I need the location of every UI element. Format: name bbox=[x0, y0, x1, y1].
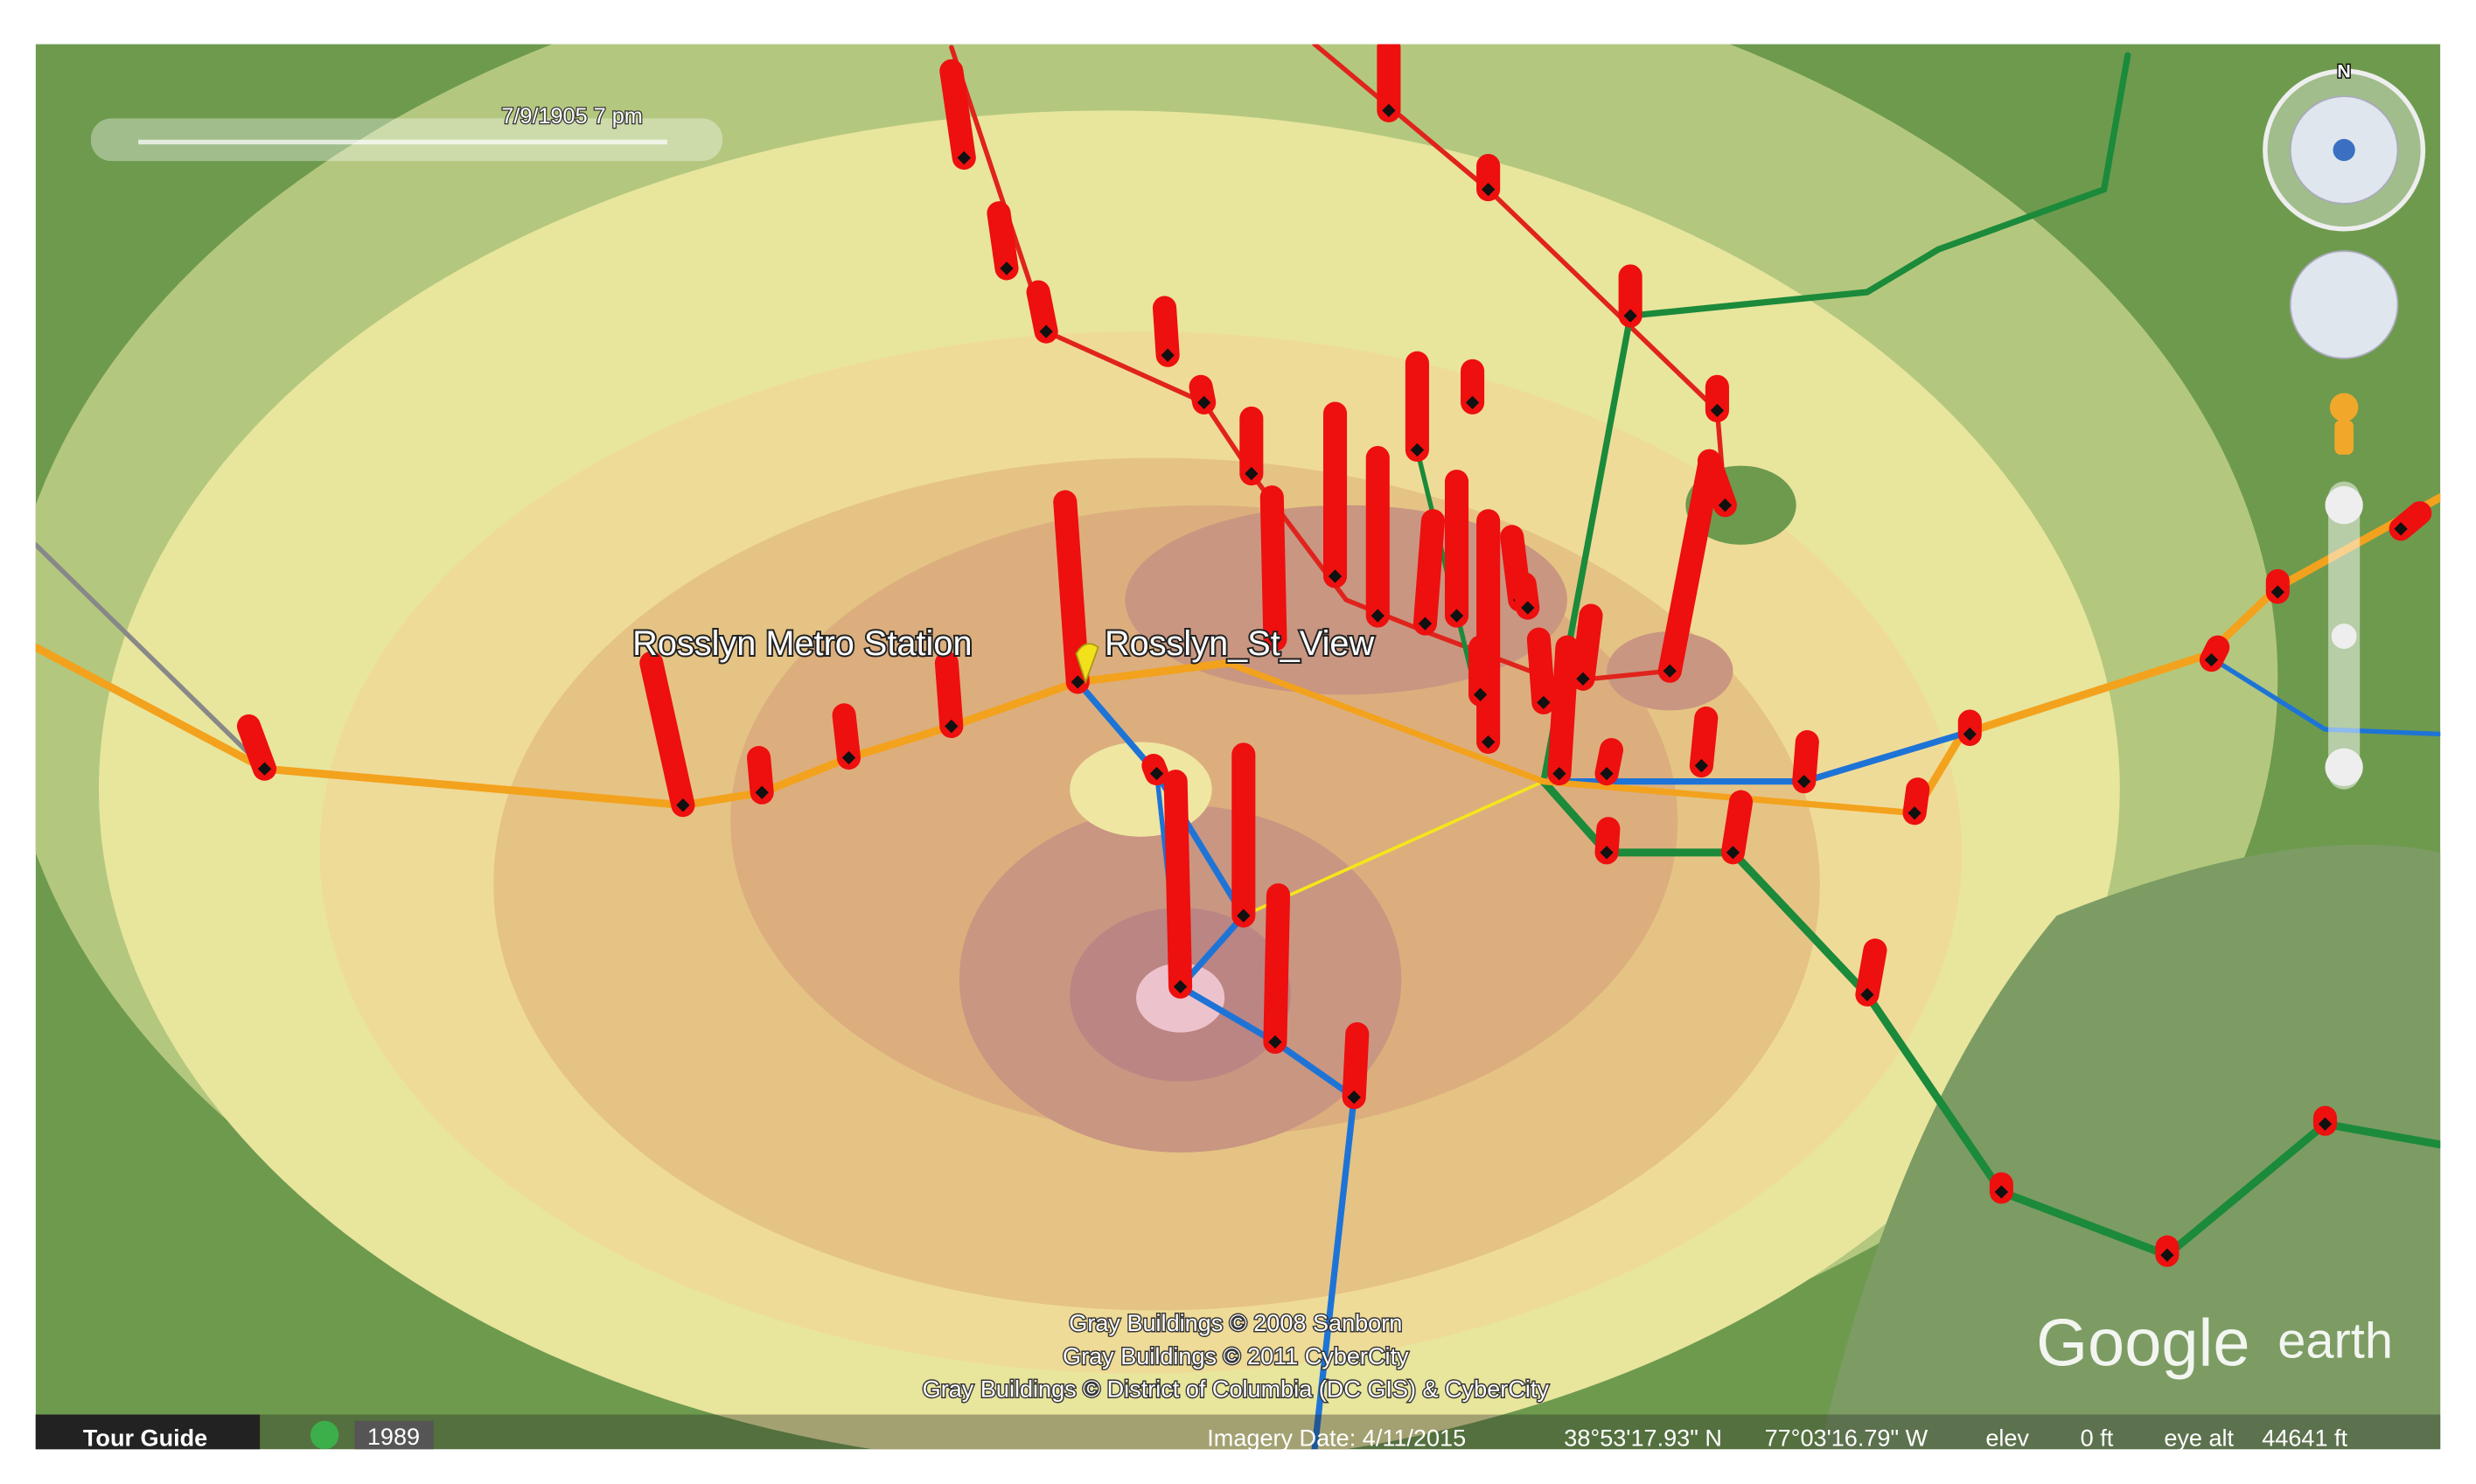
station-column bbox=[934, 651, 964, 738]
station-column bbox=[1855, 938, 1887, 1007]
station-point[interactable] bbox=[1371, 609, 1384, 623]
station-column bbox=[1689, 706, 1719, 778]
placemark-label[interactable]: Rosslyn Metro Station bbox=[631, 623, 973, 665]
longitude: 77°03'16.79" W bbox=[1765, 1425, 1928, 1452]
attribution: Gray Buildings © 2011 CyberCity bbox=[1063, 1342, 1409, 1369]
historical-icon[interactable] bbox=[310, 1420, 339, 1450]
station-point[interactable] bbox=[1149, 766, 1164, 781]
station-column bbox=[1547, 635, 1580, 786]
station-point[interactable] bbox=[1726, 846, 1740, 860]
navigation-controls[interactable] bbox=[2263, 68, 2426, 790]
tour-guide-button[interactable] bbox=[35, 1414, 261, 1450]
station-point[interactable] bbox=[1600, 766, 1614, 781]
station-point[interactable] bbox=[2270, 585, 2284, 599]
station-column bbox=[1526, 627, 1556, 714]
station-point[interactable] bbox=[2318, 1117, 2333, 1132]
station-column bbox=[1342, 1021, 1370, 1110]
station-column bbox=[1571, 603, 1603, 691]
time-label: 7/9/1905 7 pm bbox=[501, 104, 643, 129]
station-column bbox=[639, 651, 695, 818]
station-column bbox=[1259, 485, 1287, 651]
station-point[interactable] bbox=[1600, 846, 1614, 860]
station-point[interactable] bbox=[257, 762, 272, 776]
station-point[interactable] bbox=[1908, 806, 1922, 820]
station-point[interactable] bbox=[1347, 1090, 1361, 1104]
station-column bbox=[1412, 509, 1445, 636]
logo-brand: Google bbox=[2036, 1306, 2249, 1381]
latitude: 38°53'17.93" N bbox=[1564, 1425, 1722, 1452]
station-point[interactable] bbox=[1173, 979, 1188, 993]
station-point[interactable] bbox=[2160, 1248, 2174, 1262]
station-column bbox=[1153, 296, 1180, 367]
station-point[interactable] bbox=[1197, 395, 1211, 410]
imagery-date: Imagery Date: 4/11/2015 bbox=[1207, 1425, 1466, 1452]
eye-alt-label: eye alt bbox=[2164, 1425, 2234, 1452]
station-point[interactable] bbox=[2204, 652, 2219, 667]
elev-value: 0 ft bbox=[2081, 1425, 2114, 1452]
station-point[interactable] bbox=[1268, 1035, 1282, 1049]
station-point[interactable] bbox=[1237, 909, 1251, 923]
station-column bbox=[987, 201, 1019, 281]
placemark-label[interactable]: Rosslyn_St_View bbox=[1103, 623, 1377, 665]
station-point[interactable] bbox=[1449, 609, 1464, 623]
eye-alt-value: 44641 ft bbox=[2262, 1425, 2347, 1452]
station-point[interactable] bbox=[1161, 348, 1175, 362]
station-point[interactable] bbox=[1576, 672, 1590, 686]
station-columns bbox=[236, 44, 2432, 1267]
station-point[interactable] bbox=[1994, 1185, 2009, 1199]
attribution: Gray Buildings © District of Columbia (D… bbox=[923, 1376, 1550, 1403]
station-point[interactable] bbox=[755, 785, 769, 799]
station-column bbox=[1053, 490, 1090, 694]
historical-year: 1989 bbox=[367, 1423, 420, 1450]
attribution: Gray Buildings © 2008 Sanborn bbox=[1069, 1309, 1402, 1336]
logo-product: earth bbox=[2277, 1313, 2393, 1369]
status-bar bbox=[35, 1414, 2441, 1450]
station-point[interactable] bbox=[1963, 727, 1977, 742]
station-column bbox=[939, 59, 976, 171]
station-column bbox=[832, 703, 861, 770]
placemark-pin[interactable] bbox=[1075, 643, 1099, 685]
station-point[interactable] bbox=[1552, 766, 1566, 781]
station-point[interactable] bbox=[1481, 735, 1496, 749]
station-point[interactable] bbox=[1465, 395, 1480, 410]
compass-north: N bbox=[2337, 59, 2351, 81]
station-column bbox=[1026, 280, 1058, 344]
station-point[interactable] bbox=[1860, 987, 1874, 1002]
station-point[interactable] bbox=[2394, 522, 2408, 536]
station-column bbox=[1792, 729, 1819, 794]
station-column bbox=[1163, 770, 1193, 999]
station-point[interactable] bbox=[1418, 617, 1433, 631]
station-point[interactable] bbox=[1410, 442, 1425, 457]
elev-label: elev bbox=[1985, 1425, 2029, 1452]
station-column bbox=[1720, 790, 1754, 865]
station-column bbox=[1263, 883, 1291, 1055]
map[interactable] bbox=[4, 0, 2441, 1468]
year-box[interactable] bbox=[354, 1420, 434, 1450]
station-column bbox=[236, 714, 277, 781]
tour-guide-label[interactable]: Tour Guide bbox=[83, 1425, 207, 1452]
station-column bbox=[1657, 454, 1721, 683]
